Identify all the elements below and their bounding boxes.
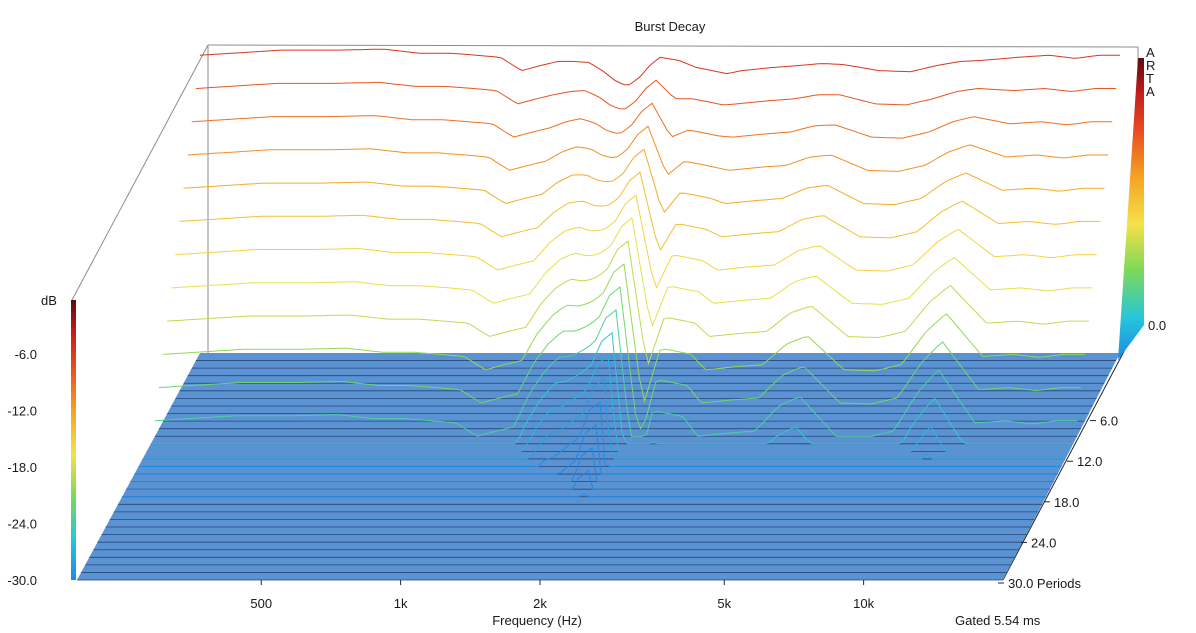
periods-tick-label: 12.0 [1077,454,1102,469]
periods-tick-label: 6.0 [1100,414,1118,429]
decay-slice-line [126,469,1050,490]
frequency-axis-title: Frequency (Hz) [492,613,582,628]
db-tick-label: -6.0 [15,347,37,362]
periods-tick-label: 18.0 [1054,495,1079,510]
chart-title: Burst Decay [635,19,706,34]
db-axis-top-label: 0.0 [1148,318,1166,333]
db-tick-label-right: 0.0 [1148,318,1166,333]
decay-slice-line [138,400,1062,467]
frequency-tick-label: 10k [853,596,874,611]
frequency-tick-label: 5k [717,596,731,611]
watermark-letter: R [1146,58,1155,73]
decay-slice-line [183,148,1105,214]
db-tick-label: -12.0 [7,404,37,419]
decay-slice-line [142,377,1066,460]
decay-slice-line [171,217,1093,328]
decay-slice-line [179,171,1101,252]
decay-slice-line [154,309,1078,437]
frequency-tick-label: 1k [394,596,408,611]
decay-slice-line [195,79,1117,110]
decay-slice-line [187,125,1109,176]
decay-slice-line [122,493,1046,498]
left-diagonal-edge [71,44,209,301]
db-tick-label: -30.0 [7,573,37,588]
db-axis-title: dB [41,293,57,308]
decay-slice-line [150,331,1074,445]
periods-axis-labels: 6.0 12.0 18.0 24.0 30.0 Periods [998,414,1118,591]
right-colorbar [1118,58,1144,360]
db-tick-label: -24.0 [7,517,37,532]
decay-slice-line [158,286,1081,430]
decay-slice-line [167,240,1089,366]
decay-slice-line [199,48,1120,86]
watermark-letter: T [1146,71,1154,86]
decay-slices [122,48,1120,498]
back-top-edge [207,44,1139,48]
watermark-letter: A [1146,45,1155,60]
periods-tick-label: 30.0 Periods [1008,576,1081,591]
periods-tick-label: 24.0 [1031,535,1056,550]
right-depth-axis [1002,324,1139,581]
decay-slice-line [163,263,1085,404]
decay-slice-line [130,446,1054,483]
frequency-tick-label: 500 [250,596,272,611]
gated-label: Gated 5.54 ms [955,613,1041,628]
db-tick-label: -18.0 [7,460,37,475]
frequency-axis-labels: 500 1k 2k 5k 10k [250,580,875,611]
left-colorbar [71,300,76,580]
db-axis-labels: -6.0 -12.0 -18.0 -24.0 -30.0 [7,347,37,588]
watermark-letter: A [1146,84,1155,99]
decay-slice-line [146,354,1070,452]
frequency-tick-label: 2k [533,596,547,611]
decay-slice-line [191,102,1113,139]
decay-slice-line [175,194,1097,290]
decay-slice-line [134,423,1058,475]
